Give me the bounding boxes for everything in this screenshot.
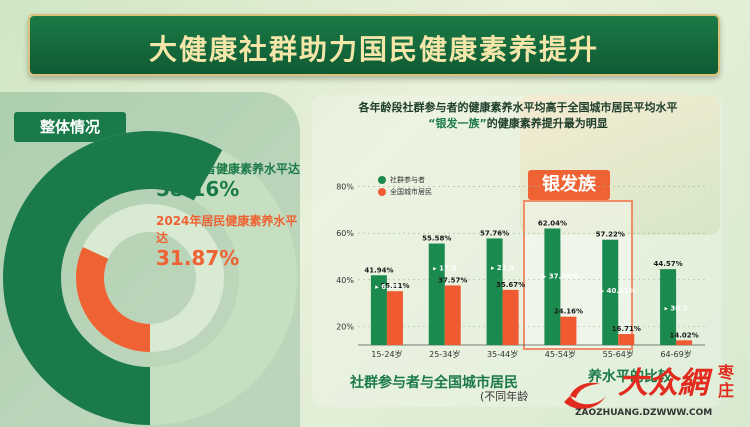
data-label: 41.94% — [364, 266, 393, 274]
data-label: 62.04% — [538, 219, 567, 227]
bar-participants — [660, 269, 677, 345]
bar-residents — [676, 340, 693, 345]
legend-label: 社群参与者 — [390, 176, 425, 184]
diff-label: ▸ 21.9 — [491, 264, 514, 272]
legend-label: 全国城市居民 — [390, 188, 432, 196]
chart-headline: 各年龄段社群参与者的健康素养水平均高于全国城市居民平均水平 “银发一族”的健康素… — [318, 100, 718, 132]
diff-label: ▸ 30.5 — [664, 305, 687, 313]
data-label: 35.67% — [496, 281, 525, 289]
chart-title-text: 社群参与者与全国城市居民 — [350, 375, 518, 391]
diff-label: ▸ 40.51% — [601, 287, 636, 295]
chart-title: 社群参与者与全国城市居民 — [350, 372, 518, 392]
x-tick-label: 64-69岁 — [660, 349, 691, 359]
donut-outer-arc — [3, 131, 297, 425]
headline-highlight: “银发一族” — [428, 117, 487, 130]
data-label: 16.71% — [612, 325, 641, 333]
y-tick-label: 60% — [336, 229, 354, 238]
bar-participants — [486, 238, 503, 345]
x-tick-label: 55-64岁 — [603, 349, 634, 359]
logo-swirl-icon — [564, 382, 606, 409]
bar-residents — [386, 291, 403, 345]
page-title: 大健康社群助力国民健康素养提升 — [148, 33, 599, 66]
stat-label: 2024年居民健康素养水平达 — [156, 214, 298, 245]
y-tick-label: 80% — [336, 183, 354, 192]
x-tick-label: 25-34岁 — [429, 349, 460, 359]
headline-line: “银发一族”的健康素养提升最为明显 — [318, 116, 718, 132]
logo-name: 大众網 — [618, 366, 708, 401]
data-label: 14.02% — [670, 331, 699, 339]
headline-line: 各年龄段社群参与者的健康素养水平均高于全国城市居民平均水平 — [358, 101, 678, 114]
bar-participants — [370, 275, 387, 345]
bar-residents — [618, 334, 635, 345]
y-tick-label: 20% — [336, 322, 354, 331]
bar-residents — [502, 289, 519, 345]
legend-swatch — [378, 188, 386, 196]
section-label: 整体情况 — [14, 112, 126, 142]
x-tick-label: 15-24岁 — [371, 349, 402, 359]
data-label: 44.57% — [654, 260, 683, 268]
family-photo — [520, 95, 720, 235]
y-tick-label: 40% — [336, 276, 354, 285]
x-tick-label: 35-44岁 — [487, 349, 518, 359]
stat-label: 社群参与者健康素养水平达 — [156, 162, 301, 176]
bar-chart: 20% 40% 60% 80% 41.94% 35.11%▸ 6.83 15-24岁 55.5… — [336, 183, 705, 359]
diff-label: ▸ 17.9 — [433, 264, 456, 272]
stat-residents: 2024年居民健康素养水平达 31.87% — [156, 212, 306, 270]
data-label: 55.58% — [422, 235, 451, 243]
data-label: 24.16% — [554, 308, 583, 316]
bar-participants — [602, 239, 619, 345]
chart-legend: 社群参与者 全国城市居民 — [378, 174, 432, 198]
silver-badge: 银发族 — [528, 170, 610, 200]
diff-label: ▸ 6.83 — [375, 283, 398, 291]
diff-label: ▸ 37.88% — [543, 273, 578, 281]
donut-chart — [3, 131, 297, 425]
title-bar: 大健康社群助力国民健康素养提升 — [28, 14, 720, 76]
chart-subtitle: (不同年龄 — [480, 390, 529, 403]
stat-value: 31.87% — [156, 246, 240, 270]
stat-participants: 社群参与者健康素养水平达 58.16% — [156, 160, 306, 201]
legend-item: 全国城市居民 — [378, 186, 432, 198]
stat-value: 58.16% — [156, 177, 240, 201]
bar-residents — [444, 285, 461, 345]
chart-title-tail: 养水平的比较 — [588, 369, 672, 385]
data-label: 57.22% — [596, 231, 625, 239]
bar-participants — [544, 228, 561, 345]
data-label: 37.57% — [438, 276, 467, 284]
data-label: 35.11% — [380, 282, 409, 290]
x-tick-label: 45-54岁 — [545, 349, 576, 359]
headline-rest: 的健康素养提升最为明显 — [486, 117, 608, 130]
bar-residents — [560, 316, 577, 345]
legend-item: 社群参与者 — [378, 174, 432, 186]
data-label: 57.76% — [480, 229, 509, 237]
bar-participants — [428, 243, 445, 345]
logo-city: 枣庄 — [718, 363, 735, 400]
legend-swatch — [378, 176, 386, 184]
logo-url: ZAOZHUANG.DZWWW.COM — [575, 408, 713, 418]
donut-inner-arc — [76, 204, 224, 352]
